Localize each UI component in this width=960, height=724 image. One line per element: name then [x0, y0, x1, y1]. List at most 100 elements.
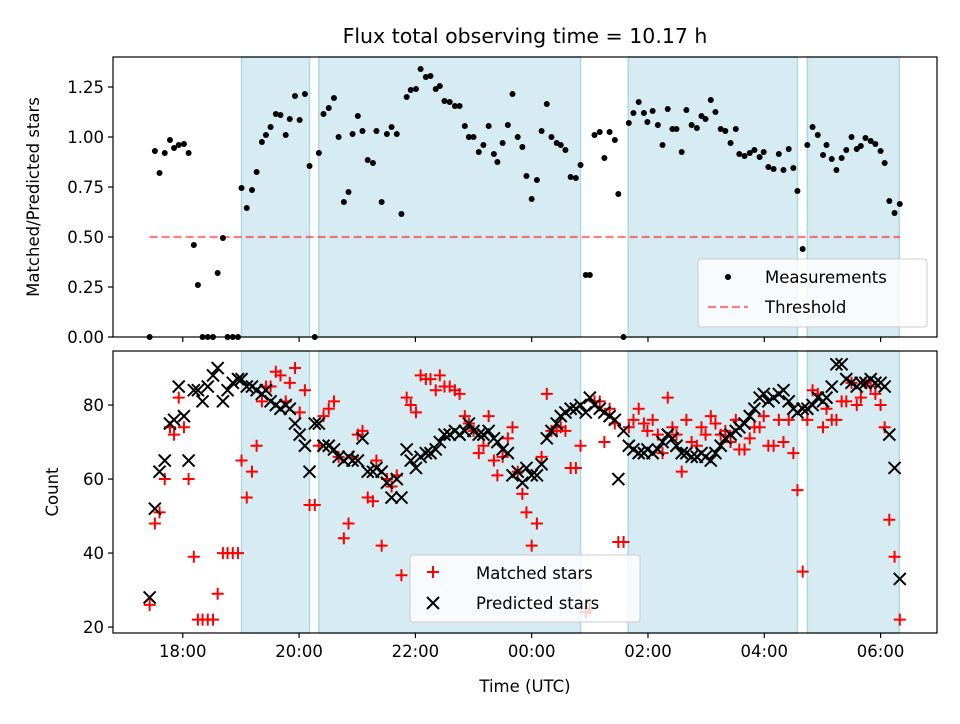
y-tick-label: 40 [83, 544, 104, 563]
bottom-y-ticks: 20 40 60 80 [83, 396, 113, 637]
bottom-x-ticks: 18:00 20:00 22:00 00:00 02:00 04:00 06:00 [159, 633, 904, 661]
matched-star-point [641, 424, 654, 437]
matched-star-point [370, 454, 383, 467]
measurement-points [146, 66, 903, 340]
matched-star-point [516, 487, 529, 500]
predicted-star-point [611, 472, 626, 486]
matched-star-point [883, 513, 896, 526]
matched-star-point [559, 424, 572, 437]
predicted-star-point [515, 476, 530, 490]
top-y-axis-label: Matched/Predicted stars [24, 97, 43, 297]
measurement-point [770, 166, 777, 172]
predicted-star-point [651, 442, 665, 457]
measurement-point [219, 235, 226, 241]
measurement-point [417, 66, 424, 72]
matched-star-point [289, 362, 302, 375]
measurement-point [785, 146, 792, 152]
measurement-point [760, 149, 767, 155]
measurement-point [820, 152, 827, 158]
measurement-point [185, 150, 192, 156]
matched-star-point [893, 613, 906, 626]
predicted-star-point [524, 468, 539, 483]
predicted-star-point [501, 446, 515, 460]
measurement-point [872, 141, 879, 147]
predicted-star-point [433, 435, 447, 449]
predicted-star-point [259, 383, 273, 397]
top-x-ticks [182, 337, 882, 342]
measurement-point [306, 163, 313, 169]
measurement-point [707, 97, 714, 103]
top-legend: Measurements Threshold [697, 258, 928, 328]
measurement-point [330, 95, 337, 101]
predicted-star-point [882, 427, 897, 442]
predicted-star-point [713, 439, 728, 453]
matched-star-point [240, 491, 253, 504]
predicted-star-point [757, 387, 771, 401]
measurement-point [407, 87, 414, 93]
measurement-point [838, 155, 845, 161]
measurement-point [615, 191, 622, 197]
measurement-point [877, 148, 884, 154]
bottom-observing-bands [240, 350, 900, 634]
matched-star-point [719, 424, 732, 437]
predicted-star-point [782, 394, 796, 409]
matched-star-point [535, 450, 548, 463]
y-tick-label: 0.25 [67, 278, 104, 297]
measurement-point [591, 132, 598, 138]
x-axis-label: Time (UTC) [478, 677, 570, 696]
matched-star-point [796, 565, 809, 578]
matched-star-point [501, 432, 514, 445]
measurement-point [267, 124, 274, 130]
measurement-point [732, 126, 739, 132]
predicted-star-point [195, 394, 210, 409]
measurement-point [625, 120, 632, 126]
matched-star-point [158, 473, 171, 486]
predicted-star-point [409, 461, 423, 475]
matched-star-point [477, 439, 490, 452]
measurement-point [848, 134, 855, 140]
matched-star-point [472, 447, 485, 460]
y-tick-label: 1.25 [67, 78, 104, 97]
measurement-point [238, 185, 245, 191]
measurement-point [296, 117, 303, 123]
measurement-point [369, 160, 376, 166]
matched-star-point [709, 417, 722, 430]
predicted-star-point [292, 427, 307, 442]
measurement-point [470, 134, 477, 140]
matched-star-point [617, 535, 630, 548]
matched-star-point [308, 498, 321, 511]
matched-star-point [235, 454, 248, 467]
measurement-point [683, 107, 690, 113]
matched-star-point [646, 413, 659, 426]
matched-star-point [753, 421, 766, 434]
measurement-point [596, 129, 603, 135]
measurement-point [572, 175, 579, 181]
predicted-star-point [511, 464, 525, 479]
matched-star-point [569, 461, 582, 474]
matched-star-point [424, 373, 437, 386]
matched-star-point [603, 402, 616, 415]
matched-star-point [404, 399, 417, 412]
measurement-point [823, 142, 830, 148]
matched-star-point [491, 469, 504, 482]
measurement-point [436, 83, 443, 89]
predicted-star-point [616, 424, 631, 438]
measurement-point [630, 110, 637, 116]
measurement-point [857, 143, 864, 149]
matched-star-point [574, 439, 587, 452]
predicted-star-point [834, 357, 849, 372]
measurement-point [673, 126, 680, 132]
predicted-star-point [240, 379, 254, 394]
matched-star-point [530, 517, 543, 530]
matched-star-point [293, 406, 306, 419]
predicted-star-point [877, 379, 892, 394]
measurement-point [412, 86, 419, 92]
measurement-point [727, 140, 734, 146]
matched-star-point [375, 539, 388, 552]
measurement-point [775, 151, 782, 157]
measurement-point [166, 137, 173, 143]
matched-star-point [395, 569, 408, 582]
measurement-point [161, 150, 168, 156]
predicted-star-point [825, 379, 839, 394]
